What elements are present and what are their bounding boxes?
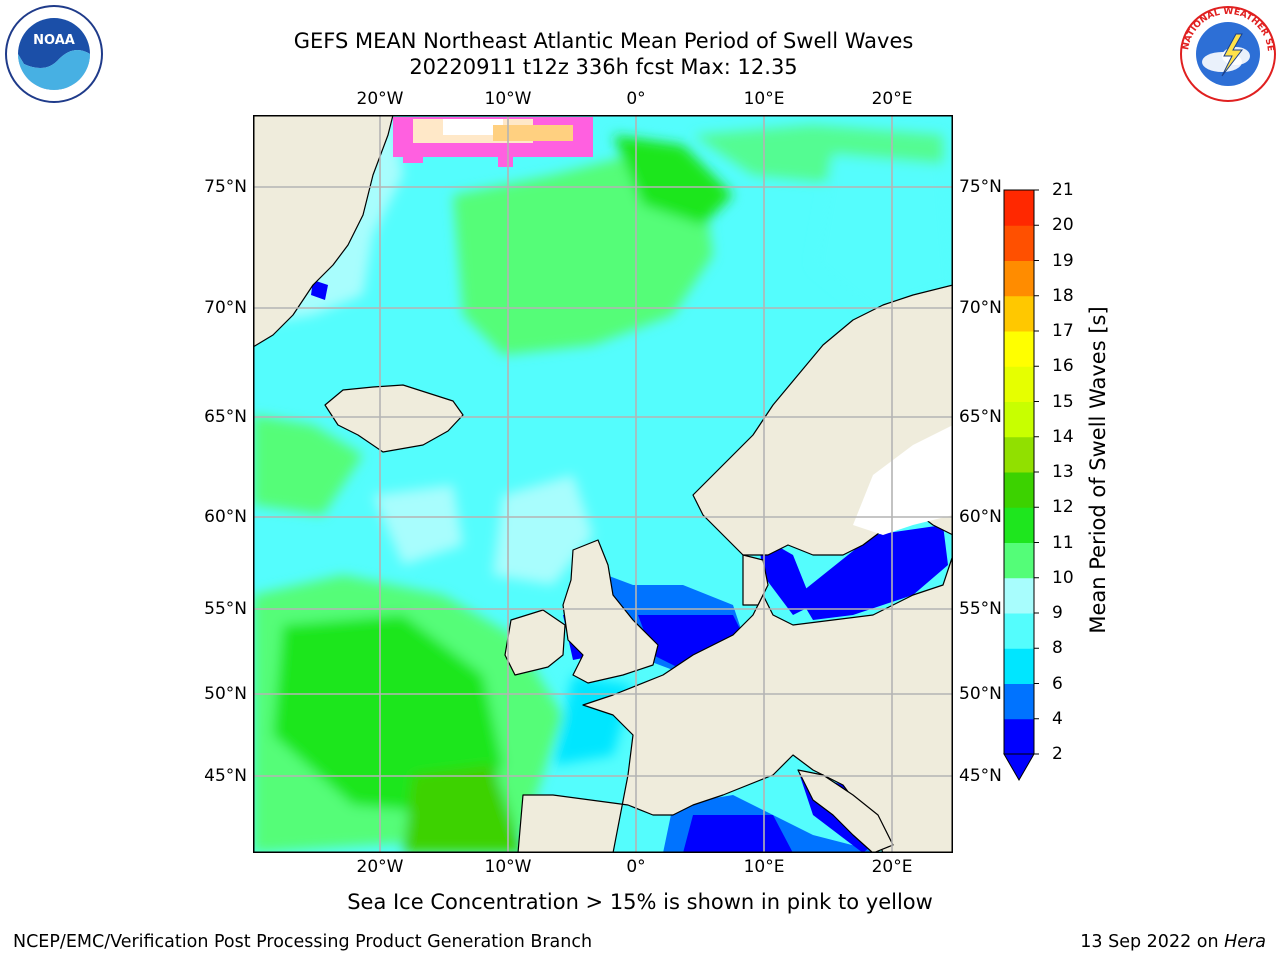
sea-ice — [393, 117, 593, 167]
lat-tick-right: 60°N — [959, 507, 1002, 527]
lon-tick-bottom: 20°W — [356, 857, 404, 877]
colorbar-bin — [1004, 295, 1034, 332]
colorbar-tick-label: 15 — [1052, 391, 1074, 412]
colorbar-title: Mean Period of Swell Waves [s] — [1086, 306, 1110, 634]
lon-tick-top: 10°E — [743, 89, 785, 109]
colorbar-tick-label: 6 — [1052, 673, 1063, 694]
italy — [797, 769, 894, 854]
lat-tick-left: 65°N — [204, 407, 247, 427]
colorbar-tick-label: 8 — [1052, 638, 1063, 659]
lat-tick-right: 75°N — [959, 177, 1002, 197]
colorbar-bin — [1004, 260, 1034, 297]
lat-tick-right: 45°N — [959, 766, 1002, 786]
lat-tick-left: 70°N — [204, 298, 247, 318]
swell-period-map — [252, 114, 954, 854]
lon-tick-bottom: 0° — [626, 857, 646, 877]
swell-field — [253, 115, 953, 853]
lat-tick-right: 50°N — [959, 684, 1002, 704]
lat-tick-right: 55°N — [959, 599, 1002, 619]
lat-tick-left: 55°N — [204, 599, 247, 619]
lon-tick-top: 0° — [626, 89, 646, 109]
map-subtitle: 20220911 t12z 336h fcst Max: 12.35 — [409, 55, 798, 79]
colorbar-tick-label: 14 — [1052, 426, 1074, 447]
colorbar-tick-label: 18 — [1052, 285, 1074, 306]
sea-ice-note: Sea Ice Concentration > 15% is shown in … — [347, 890, 933, 914]
colorbar-tick-label: 13 — [1052, 462, 1074, 482]
graticule — [253, 115, 953, 853]
colorbar — [1000, 186, 1040, 786]
lat-tick-left: 60°N — [204, 507, 247, 527]
colorbar-tick-label: 21 — [1052, 180, 1074, 200]
colorbar-bin — [1004, 718, 1034, 755]
lon-tick-top: 20°W — [356, 89, 404, 109]
colorbar-bin — [1004, 472, 1034, 508]
lat-tick-left: 50°N — [204, 684, 247, 704]
footer-date: 13 Sep 2022 on Hera — [1080, 932, 1266, 952]
colorbar-bin — [1004, 331, 1034, 367]
lat-tick-left: 75°N — [204, 177, 247, 197]
lat-tick-right: 70°N — [959, 298, 1002, 318]
colorbar-bin — [1004, 225, 1034, 261]
colorbar-tick-label: 9 — [1052, 603, 1063, 623]
gulf-of-bothnia-ice-free-gap — [853, 425, 953, 535]
map-title: GEFS MEAN Northeast Atlantic Mean Period… — [293, 29, 914, 53]
footer-host: Hera — [1224, 932, 1266, 952]
colorbar-bin — [1004, 436, 1034, 473]
colorbar-bin — [1004, 542, 1034, 579]
colorbar-tick-label: 16 — [1052, 356, 1074, 377]
lon-tick-bottom: 20°E — [871, 857, 913, 877]
map-panel — [252, 114, 954, 854]
colorbar-tick-label: 4 — [1052, 708, 1063, 729]
lat-tick-right: 65°N — [959, 407, 1002, 427]
lon-tick-bottom: 10°E — [743, 857, 785, 877]
colorbar-tick-label: 17 — [1052, 321, 1074, 341]
colorbar-bin — [1004, 648, 1034, 684]
colorbar-tick-label: 19 — [1052, 250, 1074, 271]
footer-date-text: 13 Sep 2022 on — [1080, 932, 1225, 952]
map-frame — [253, 115, 953, 853]
colorbar-tick-label: 12 — [1052, 497, 1074, 518]
denmark — [742, 554, 769, 606]
great-britain — [562, 539, 659, 684]
colorbar-bin — [1004, 577, 1034, 614]
colorbar-bin — [1004, 366, 1034, 402]
footer-credit: NCEP/EMC/Verification Post Processing Pr… — [13, 932, 593, 952]
colorbar-tick-label: 11 — [1052, 532, 1074, 553]
colorbar-tick-label: 20 — [1052, 215, 1074, 236]
colorbar-tick-label: 2 — [1052, 744, 1063, 764]
colorbar-tick-label: 10 — [1052, 567, 1074, 588]
colorbar-graphic — [1003, 189, 1039, 782]
nws-logo: NATIONAL WEATHER SERVICE — [1175, 0, 1278, 104]
greenland — [252, 114, 394, 348]
lon-tick-top: 20°E — [871, 89, 913, 109]
lon-tick-bottom: 10°W — [484, 857, 532, 877]
ireland — [504, 609, 566, 676]
colorbar-bin — [1004, 190, 1034, 226]
colorbar-bin — [1004, 507, 1034, 543]
lon-tick-top: 10°W — [484, 89, 532, 109]
colorbar-extend-triangle — [1003, 753, 1035, 782]
noaa-logo: NOAA — [4, 4, 104, 104]
colorbar-bin — [1004, 683, 1034, 720]
iceland — [324, 384, 464, 453]
svg-text:NOAA: NOAA — [33, 33, 75, 48]
lat-tick-left: 45°N — [204, 766, 247, 786]
continental-europe — [517, 554, 954, 854]
colorbar-bin — [1004, 613, 1034, 649]
colorbar-bin — [1004, 401, 1034, 438]
